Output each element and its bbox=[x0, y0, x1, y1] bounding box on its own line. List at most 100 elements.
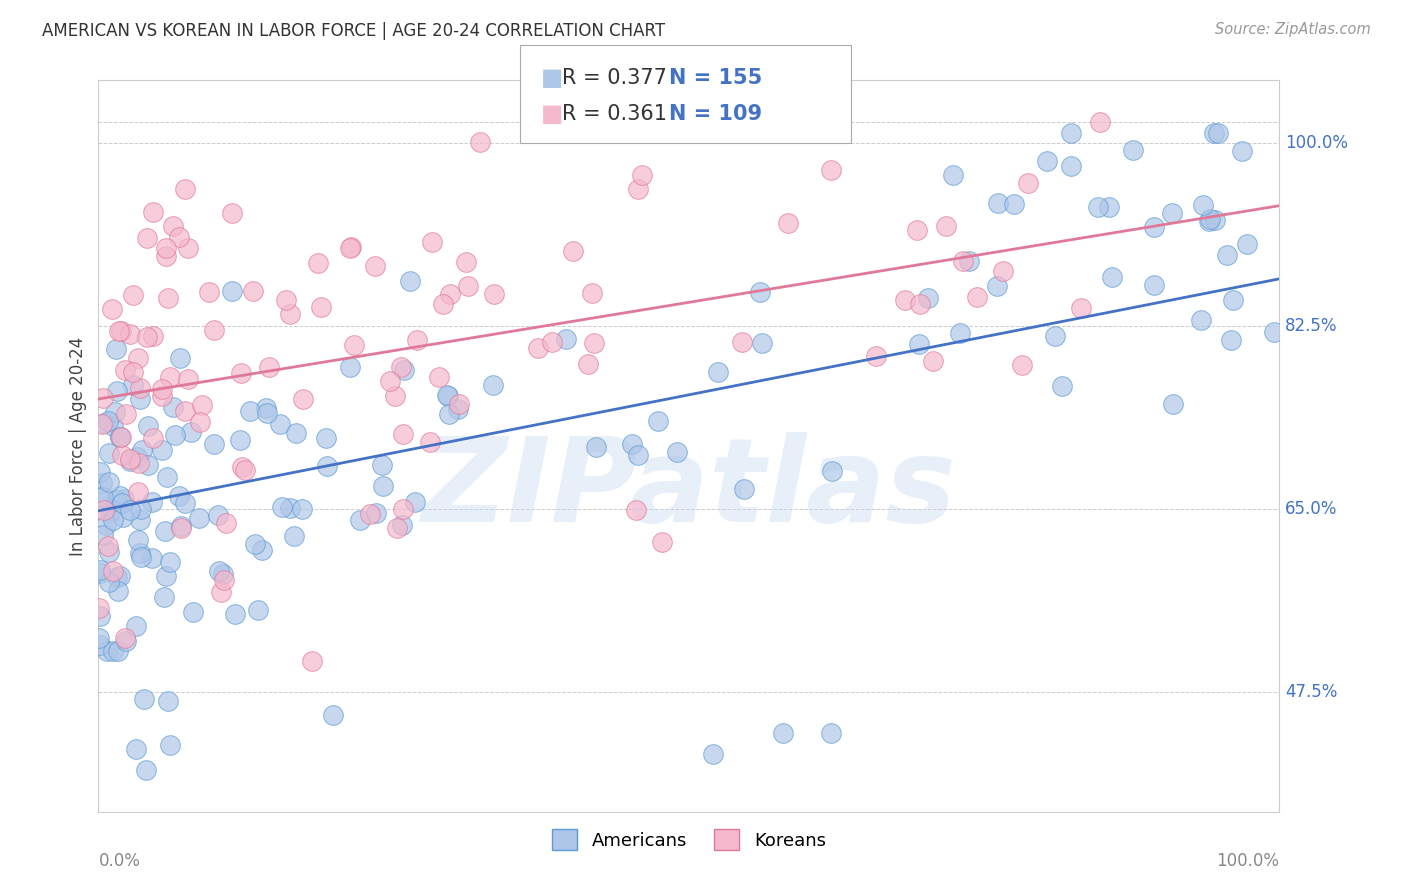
Point bbox=[176, 241, 198, 255]
Point bbox=[118, 327, 141, 342]
Text: 47.5%: 47.5% bbox=[1285, 682, 1337, 700]
Point bbox=[107, 644, 129, 658]
Point bbox=[233, 463, 256, 477]
Point bbox=[1204, 126, 1226, 140]
Point bbox=[907, 337, 929, 351]
Point bbox=[127, 533, 149, 548]
Point bbox=[439, 407, 461, 421]
Point bbox=[108, 489, 131, 503]
Point bbox=[188, 415, 211, 429]
Point bbox=[307, 256, 329, 270]
Point bbox=[1090, 115, 1112, 129]
Point bbox=[1070, 301, 1092, 316]
Point bbox=[124, 741, 146, 756]
Point bbox=[98, 475, 121, 490]
Point bbox=[432, 297, 454, 311]
Point bbox=[120, 452, 142, 467]
Point bbox=[665, 445, 688, 459]
Point bbox=[343, 338, 366, 352]
Point bbox=[208, 564, 231, 578]
Text: N = 155: N = 155 bbox=[669, 69, 762, 88]
Point bbox=[93, 491, 115, 505]
Point bbox=[150, 443, 173, 458]
Point bbox=[105, 343, 128, 357]
Point bbox=[170, 519, 193, 533]
Point bbox=[202, 323, 225, 337]
Point bbox=[107, 584, 129, 599]
Point bbox=[957, 254, 980, 268]
Point bbox=[457, 279, 479, 293]
Point bbox=[157, 291, 180, 305]
Point bbox=[120, 503, 142, 517]
Point bbox=[274, 293, 297, 308]
Point bbox=[1036, 153, 1059, 168]
Point bbox=[437, 388, 460, 402]
Point bbox=[108, 430, 131, 444]
Point bbox=[1219, 333, 1241, 347]
Point bbox=[156, 470, 179, 484]
Point bbox=[167, 489, 190, 503]
Point bbox=[404, 495, 426, 509]
Point bbox=[101, 418, 124, 433]
Point bbox=[209, 585, 232, 599]
Legend: Americans, Koreans: Americans, Koreans bbox=[544, 822, 834, 857]
Text: ■: ■ bbox=[541, 67, 564, 90]
Point bbox=[1098, 200, 1121, 214]
Point bbox=[150, 382, 173, 396]
Point bbox=[96, 644, 118, 658]
Point bbox=[174, 404, 197, 418]
Point bbox=[112, 492, 135, 507]
Point bbox=[624, 503, 647, 517]
Point bbox=[254, 401, 277, 415]
Point bbox=[118, 454, 141, 468]
Point bbox=[114, 631, 136, 645]
Point bbox=[122, 365, 145, 379]
Text: R = 0.361: R = 0.361 bbox=[562, 104, 668, 124]
Point bbox=[180, 425, 202, 439]
Point bbox=[821, 465, 844, 479]
Point bbox=[1263, 326, 1285, 340]
Point bbox=[108, 429, 131, 443]
Point bbox=[177, 372, 200, 386]
Point bbox=[136, 418, 159, 433]
Point bbox=[1122, 143, 1144, 157]
Point bbox=[93, 503, 115, 517]
Point bbox=[385, 521, 408, 535]
Point bbox=[91, 391, 114, 405]
Point bbox=[169, 351, 191, 365]
Point bbox=[733, 482, 755, 496]
Point bbox=[110, 430, 132, 444]
Point bbox=[987, 196, 1010, 211]
Point bbox=[1161, 206, 1184, 220]
Point bbox=[585, 440, 607, 454]
Point bbox=[135, 231, 157, 245]
Point bbox=[935, 219, 957, 233]
Point bbox=[128, 546, 150, 560]
Point bbox=[384, 389, 406, 403]
Point bbox=[269, 417, 291, 432]
Point bbox=[419, 434, 441, 449]
Point bbox=[392, 427, 415, 442]
Point bbox=[583, 335, 606, 350]
Point bbox=[986, 279, 1008, 293]
Point bbox=[482, 377, 505, 392]
Point bbox=[215, 516, 238, 531]
Point bbox=[131, 443, 153, 458]
Point bbox=[156, 694, 179, 708]
Point bbox=[283, 529, 305, 543]
Point bbox=[427, 370, 450, 384]
Point bbox=[271, 500, 294, 515]
Point bbox=[94, 517, 117, 532]
Point bbox=[89, 563, 111, 577]
Point bbox=[1163, 396, 1185, 410]
Point bbox=[162, 219, 184, 233]
Point bbox=[1045, 329, 1067, 343]
Point bbox=[620, 437, 643, 451]
Point bbox=[104, 493, 127, 508]
Point bbox=[1101, 269, 1123, 284]
Text: 100.0%: 100.0% bbox=[1216, 852, 1279, 870]
Point bbox=[90, 476, 112, 491]
Point bbox=[191, 398, 214, 412]
Text: AMERICAN VS KOREAN IN LABOR FORCE | AGE 20-24 CORRELATION CHART: AMERICAN VS KOREAN IN LABOR FORCE | AGE … bbox=[42, 22, 665, 40]
Text: Source: ZipAtlas.com: Source: ZipAtlas.com bbox=[1215, 22, 1371, 37]
